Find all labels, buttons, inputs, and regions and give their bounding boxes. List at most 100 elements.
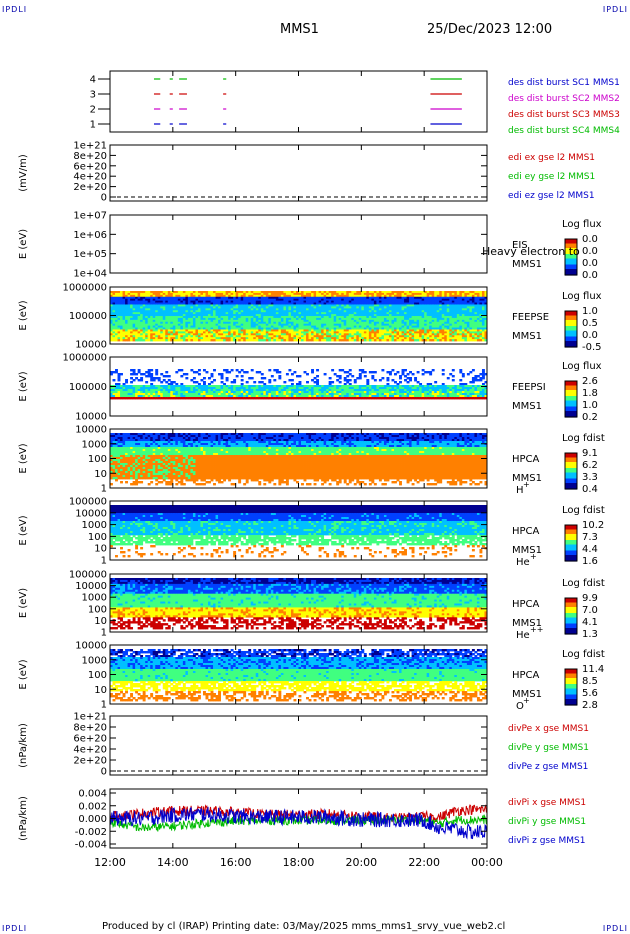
feepsi-cell — [238, 397, 241, 399]
feepsi-cell — [133, 379, 136, 381]
feepsi-cell — [316, 369, 319, 371]
feepsi-cell — [314, 377, 317, 379]
feepsi-cell — [140, 379, 143, 381]
burst-ytick-label: 1 — [90, 120, 96, 131]
feepse-cell — [414, 339, 417, 341]
feepse-colorbar-title: Log flux — [562, 291, 602, 302]
feepsi-cell — [133, 397, 136, 399]
feepsi-cell — [115, 397, 118, 399]
feepse-cell — [190, 339, 193, 341]
feepsi-cell — [311, 379, 314, 381]
feepse-cell — [354, 339, 357, 341]
feepsi-cell — [286, 397, 289, 399]
feepsi-cell — [140, 373, 143, 375]
feepsi-cell — [150, 369, 153, 371]
feepsi-cell — [140, 397, 143, 399]
feepsi-cell — [120, 373, 123, 375]
divpe-ytick-label: 6e+20 — [73, 734, 107, 745]
feepsi-cell — [243, 371, 246, 373]
feepsi-cell — [145, 397, 148, 399]
feepse-cell — [341, 339, 344, 341]
edi-ytick-label: 0 — [101, 193, 107, 204]
feepsi-cell — [145, 375, 148, 377]
feepse-cell — [336, 339, 339, 341]
feepse-cell — [145, 339, 148, 341]
feepse-cell — [329, 339, 332, 341]
feepsi-cell — [160, 397, 163, 399]
feepsi-cell — [263, 397, 266, 399]
feepse-cell — [293, 339, 296, 341]
feepsi-cell — [306, 373, 309, 375]
feepsi-cell — [193, 397, 196, 399]
feepsi-cell — [168, 379, 171, 381]
feepsi-cell — [226, 371, 229, 373]
feepse-cell — [311, 339, 314, 341]
divpe-frame — [110, 716, 487, 775]
edi-ylabel: (mV/m) — [18, 154, 29, 192]
feepse-cell — [346, 339, 349, 341]
feepse-cell — [185, 339, 188, 341]
feepse-cell — [271, 339, 274, 341]
feepsi-cell — [248, 397, 251, 399]
feepsi-cell — [226, 397, 229, 399]
feepse-cell — [326, 339, 329, 341]
feepsi-cell — [263, 377, 266, 379]
feepse-cell — [120, 339, 123, 341]
feepse-cell — [394, 339, 397, 341]
feepse-cell — [397, 339, 400, 341]
edi-legend-entry: edi ey gse l2 MMS1 — [508, 172, 595, 182]
feepse-cell — [163, 339, 166, 341]
feepse-cell — [135, 339, 138, 341]
feepse-cell — [334, 339, 337, 341]
feepse-cell — [434, 339, 437, 341]
feepse-cell — [429, 339, 432, 341]
feepse-cell — [160, 339, 163, 341]
feepsi-cell — [278, 377, 281, 379]
feepsi-cell — [346, 397, 349, 399]
feepsi-cell — [304, 397, 307, 399]
feepsi-cell — [178, 369, 181, 371]
feepsi-cell — [268, 369, 271, 371]
feepsi-cell — [120, 397, 123, 399]
feepse-cell — [113, 339, 116, 341]
feepse-cell — [404, 339, 407, 341]
feepsi-cell — [218, 373, 221, 375]
feepsi-cell — [208, 397, 211, 399]
edi-ytick-label: 4e+20 — [73, 172, 107, 183]
feepsi-cell — [145, 371, 148, 373]
feepsi-cell — [288, 369, 291, 371]
feepse-cell — [437, 339, 440, 341]
edi-legend-entry: edi ez gse l2 MMS1 — [508, 191, 595, 201]
feepsi-cell — [180, 369, 183, 371]
feepsi-cell — [243, 397, 246, 399]
feepse-cell — [266, 339, 269, 341]
feepse-cell — [379, 339, 382, 341]
feepse-cell — [128, 339, 131, 341]
feepsi-cell — [241, 397, 244, 399]
feepsi-cell — [306, 397, 309, 399]
feepsi-cell — [288, 397, 291, 399]
burst-ytick-label: 2 — [90, 105, 96, 116]
feepsi-cell — [178, 397, 181, 399]
feepsi-cell — [341, 369, 344, 371]
eis-instrument-sc: MMS1 — [512, 259, 542, 270]
feepse-cell — [180, 339, 183, 341]
feepse-cell — [439, 339, 442, 341]
feepse-cell — [115, 339, 118, 341]
eis-ytick-label: 1e+06 — [73, 230, 107, 241]
feepsi-cell — [163, 379, 166, 381]
feepse-cell — [278, 339, 281, 341]
feepsi-cell — [165, 375, 168, 377]
feepsi-cell — [150, 379, 153, 381]
feepse-cell — [469, 339, 472, 341]
feepsi-cell — [273, 379, 276, 381]
feepse-cell — [123, 339, 126, 341]
feepsi-cell — [160, 381, 163, 383]
feepse-cell — [464, 339, 467, 341]
feepsi-cell — [246, 381, 249, 383]
feepse-cell — [153, 339, 156, 341]
feepsi-cell — [200, 397, 203, 399]
feepse-cell — [309, 339, 312, 341]
feepsi-cell — [130, 369, 133, 371]
